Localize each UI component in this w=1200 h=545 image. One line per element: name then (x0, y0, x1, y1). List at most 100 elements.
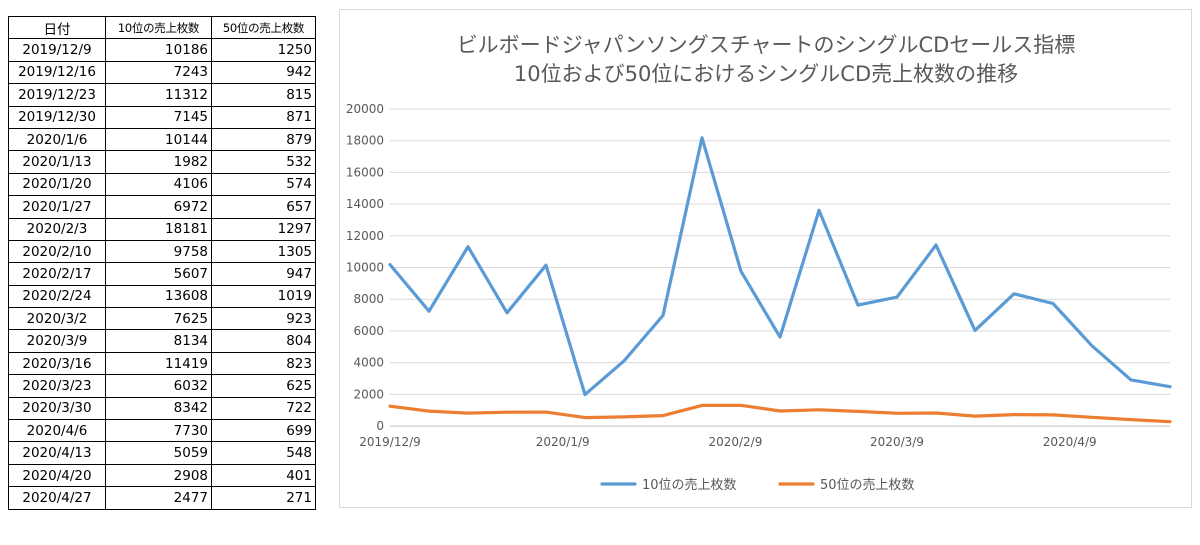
y-tick-label: 0 (376, 419, 384, 433)
line-chart: ビルボードジャパンソングスチャートのシングルCDセールス指標 10位および50位… (346, 33, 1172, 493)
cell-date: 2020/2/10 (8, 239, 106, 264)
cell-date: 2020/4/6 (8, 419, 106, 443)
cell-rank50-sales: 923 (211, 307, 316, 331)
cell-rank50-sales: 657 (211, 195, 316, 219)
cell-date: 2020/1/20 (8, 172, 106, 197)
table-row: 2020/2/24 13608 1019 (8, 284, 316, 309)
cell-rank50-sales: 574 (211, 172, 316, 197)
cell-rank50-sales: 879 (211, 127, 316, 152)
chart-area: ビルボードジャパンソングスチャートのシングルCDセールス指標 10位および50位… (339, 9, 1192, 508)
cell-rank10-sales: 18181 (105, 217, 212, 241)
cell-date: 2020/3/23 (8, 374, 106, 398)
y-tick-label: 12000 (346, 229, 384, 243)
cell-rank50-sales: 871 (211, 105, 316, 129)
cell-date: 2020/4/20 (8, 463, 106, 488)
cell-rank10-sales: 1982 (105, 150, 212, 174)
y-tick-label: 2000 (353, 387, 384, 401)
y-tick-label: 14000 (346, 197, 384, 211)
table-row: 2020/3/23 6032 625 (8, 374, 316, 398)
cell-rank10-sales: 5059 (105, 441, 212, 465)
cell-rank10-sales: 6972 (105, 195, 212, 219)
table-row: 2020/2/3 18181 1297 (8, 217, 316, 241)
cell-rank10-sales: 7145 (105, 105, 212, 129)
cell-date: 2020/3/2 (8, 307, 106, 331)
cell-rank50-sales: 271 (211, 486, 316, 510)
cell-rank50-sales: 1305 (211, 239, 316, 264)
cell-rank10-sales: 2908 (105, 463, 212, 488)
chart-title-line-1: ビルボードジャパンソングスチャートのシングルCDセールス指標 (457, 33, 1076, 57)
cell-date: 2020/4/13 (8, 441, 106, 465)
table-row: 2020/3/9 8134 804 (8, 329, 316, 353)
data-table: 日付 10位の売上枚数 50位の売上枚数 2019/12/9 10186 1250 2… (8, 15, 316, 510)
cell-date: 2020/4/27 (8, 486, 106, 510)
series-line-rank10 (388, 136, 1172, 397)
table-row: 2020/4/27 2477 271 (8, 486, 316, 510)
header-rank10-sales: 10位の売上枚数 (105, 15, 212, 40)
cell-rank50-sales: 548 (211, 441, 316, 465)
legend-label: 50位の売上枚数 (820, 477, 915, 493)
cell-rank50-sales: 532 (211, 150, 316, 174)
x-tick-label: 2020/4/9 (1043, 435, 1097, 449)
cell-rank50-sales: 804 (211, 329, 316, 353)
cell-rank10-sales: 10144 (105, 127, 212, 152)
cell-rank10-sales: 7625 (105, 307, 212, 331)
cell-date: 2020/1/6 (8, 127, 106, 152)
cell-rank10-sales: 7730 (105, 419, 212, 443)
table-row: 2019/12/9 10186 1250 (8, 38, 316, 62)
x-tick-label: 2020/2/9 (708, 435, 762, 449)
legend-label: 10位の売上枚数 (642, 477, 737, 493)
cell-date: 2020/3/16 (8, 351, 106, 376)
y-tick-label: 18000 (346, 134, 384, 148)
cell-rank50-sales: 699 (211, 419, 316, 443)
y-tick-label: 20000 (346, 102, 384, 116)
cell-date: 2020/3/9 (8, 329, 106, 353)
cell-date: 2020/1/27 (8, 195, 106, 219)
table-header-row: 日付 10位の売上枚数 50位の売上枚数 (8, 15, 316, 40)
table-row: 2020/1/6 10144 879 (8, 127, 316, 152)
cell-date: 2020/1/13 (8, 150, 106, 174)
table-row: 2020/4/20 2908 401 (8, 463, 316, 488)
cell-rank50-sales: 815 (211, 83, 316, 107)
table-row: 2020/4/6 7730 699 (8, 419, 316, 443)
cell-date: 2019/12/16 (8, 60, 106, 85)
cell-date: 2020/2/3 (8, 217, 106, 241)
cell-rank50-sales: 1297 (211, 217, 316, 241)
cell-date: 2019/12/9 (8, 38, 106, 62)
cell-rank50-sales: 823 (211, 351, 316, 376)
y-tick-label: 4000 (353, 356, 384, 370)
y-tick-label: 6000 (353, 324, 384, 338)
cell-date: 2019/12/30 (8, 105, 106, 129)
cell-rank10-sales: 4106 (105, 172, 212, 197)
cell-rank10-sales: 7243 (105, 60, 212, 85)
table-row: 2020/1/27 6972 657 (8, 195, 316, 219)
y-tick-label: 16000 (346, 165, 384, 179)
table-row: 2020/1/20 4106 574 (8, 172, 316, 197)
table-row: 2019/12/30 7145 871 (8, 105, 316, 129)
cell-date: 2020/2/24 (8, 284, 106, 309)
cell-rank10-sales: 8342 (105, 396, 212, 421)
x-tick-label: 2019/12/9 (359, 435, 421, 449)
cell-rank10-sales: 11312 (105, 83, 212, 107)
table-row: 2020/2/17 5607 947 (8, 262, 316, 286)
chart-title-line-2: 10位および50位におけるシングルCD売上枚数の推移 (514, 62, 1018, 86)
table-body: 2019/12/9 10186 1250 2019/12/16 7243 942 2019/… (8, 38, 316, 510)
cell-rank10-sales: 10186 (105, 38, 212, 62)
x-axis-ticks: 2019/12/9 2020/1/9 2020/2/9 2020/3/9 2020/4/… (359, 435, 1096, 449)
x-tick-label: 2020/1/9 (536, 435, 590, 449)
table-row: 2020/3/2 7625 923 (8, 307, 316, 331)
cell-rank50-sales: 1250 (211, 38, 316, 62)
cell-rank50-sales: 625 (211, 374, 316, 398)
y-axis-ticks: 0 2000 4000 6000 8000 10000 12000 14000 16000 180… (346, 102, 384, 433)
cell-rank10-sales: 11419 (105, 351, 212, 376)
cell-rank10-sales: 5607 (105, 262, 212, 286)
cell-rank50-sales: 401 (211, 463, 316, 488)
table-row: 2020/2/10 9758 1305 (8, 239, 316, 264)
header-date: 日付 (8, 15, 106, 40)
series-line-rank50 (388, 403, 1172, 424)
cell-rank50-sales: 722 (211, 396, 316, 421)
cell-rank50-sales: 1019 (211, 284, 316, 309)
cell-date: 2020/2/17 (8, 262, 106, 286)
cell-rank50-sales: 942 (211, 60, 316, 85)
cell-rank10-sales: 8134 (105, 329, 212, 353)
table-row: 2019/12/23 11312 815 (8, 83, 316, 107)
